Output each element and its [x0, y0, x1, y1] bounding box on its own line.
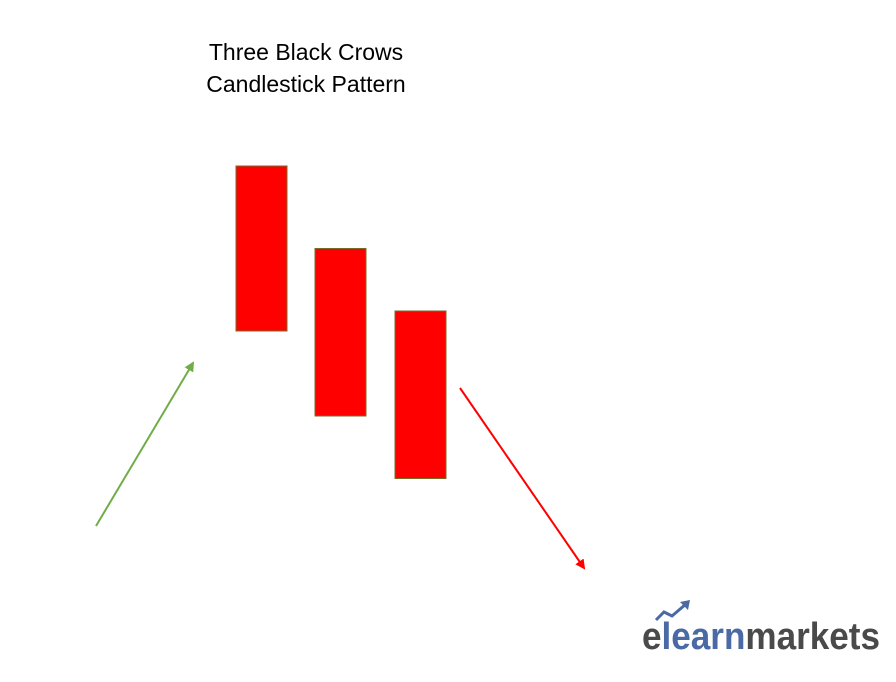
title-line-2: Candlestick Pattern: [206, 71, 406, 97]
logo-part-markets: markets: [745, 616, 880, 658]
logo-part-learn: learn: [662, 616, 746, 658]
candles-group: [235, 165, 447, 479]
logo-graphic: elearnmarkets: [642, 600, 880, 658]
title-line-1: Three Black Crows: [208, 39, 404, 65]
elearnmarkets-logo: elearnmarkets: [642, 600, 887, 662]
uptrend-arrow: [95, 361, 195, 527]
candle-1: [235, 165, 288, 332]
downtrend-arrow: [459, 387, 586, 570]
candle-3: [394, 310, 447, 479]
candle-2: [314, 248, 367, 417]
logo-wordmark: elearnmarkets: [642, 616, 880, 658]
trend-arrow-icon: [654, 600, 690, 622]
logo-part-e: e: [642, 616, 662, 658]
diagram-title: Three Black Crows Candlestick Pattern: [150, 36, 462, 100]
